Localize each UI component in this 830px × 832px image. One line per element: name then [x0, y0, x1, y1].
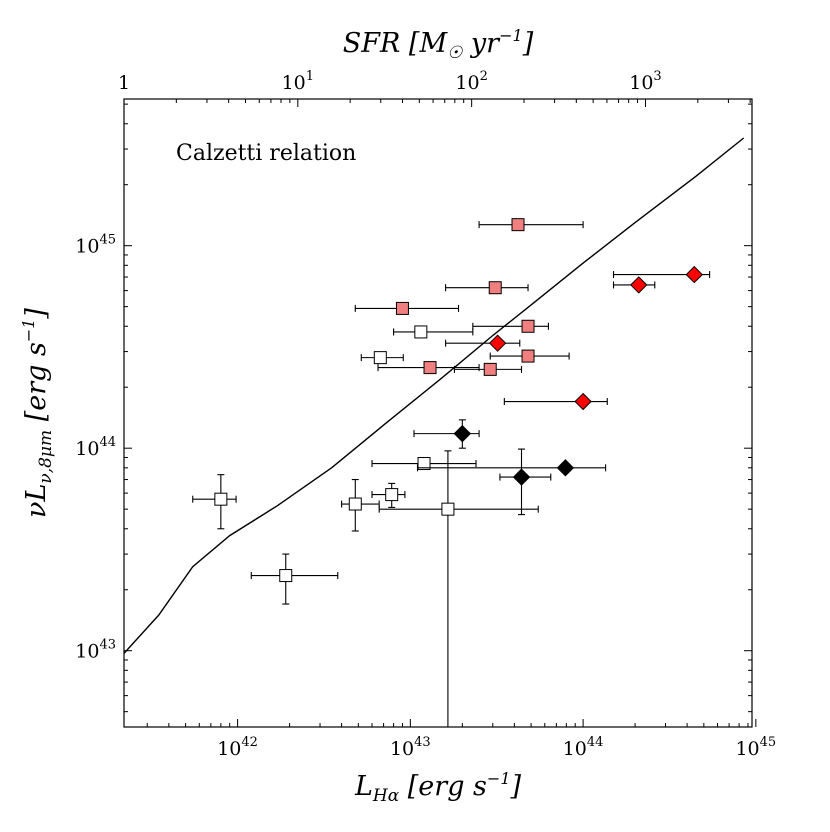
- top-tick-label: 1: [118, 72, 130, 94]
- top-tick-label: 101: [282, 69, 314, 94]
- square-marker: [279, 569, 293, 583]
- square-point: [478, 218, 584, 232]
- top-tick-label: 102: [455, 69, 487, 94]
- y-tick-label: 1045: [75, 233, 116, 258]
- x-axis-title: LHα [erg s−1]: [354, 769, 522, 806]
- y-tick-label: 1044: [75, 435, 116, 460]
- square-marker: [348, 497, 362, 511]
- square-marker: [521, 349, 535, 363]
- diamond-point: [499, 448, 552, 516]
- square-marker: [441, 502, 455, 516]
- square-point: [371, 457, 477, 471]
- square-marker: [511, 218, 525, 232]
- square-marker: [385, 488, 399, 502]
- diamond-marker: [453, 424, 472, 443]
- diamond-point: [612, 265, 711, 284]
- diamond-marker: [574, 392, 592, 411]
- square-marker: [414, 325, 428, 339]
- square-point: [393, 325, 474, 339]
- square-point: [445, 281, 529, 295]
- diamond-marker: [512, 468, 531, 486]
- diamond-point: [503, 392, 608, 411]
- top-tick-label: 103: [629, 69, 661, 94]
- diamond-marker: [488, 334, 507, 352]
- y-tick-label: 1043: [75, 638, 116, 663]
- square-point: [192, 474, 237, 530]
- square-point: [360, 351, 404, 365]
- square-point: [250, 553, 339, 605]
- diamond-point: [612, 276, 656, 294]
- top-axis-title: SFR [M☉ yr−1]: [343, 26, 534, 63]
- square-point: [377, 361, 480, 375]
- square-point: [453, 362, 523, 376]
- square-marker: [417, 457, 431, 471]
- calzetti-relation-line: [123, 137, 745, 654]
- square-point: [371, 482, 406, 508]
- diamond-marker: [556, 459, 575, 477]
- diamond-marker: [630, 276, 648, 294]
- square-marker: [214, 492, 228, 506]
- square-point: [341, 479, 380, 532]
- diamond-marker: [685, 265, 703, 284]
- square-marker: [373, 351, 387, 365]
- square-point: [472, 319, 549, 333]
- x-tick-label: 1045: [735, 735, 776, 760]
- x-tick-label: 1043: [390, 735, 431, 760]
- plot-frame: [123, 98, 753, 728]
- y-axis-title: νLν,8μm [erg s−1]: [19, 308, 56, 518]
- diamond-point: [416, 459, 607, 477]
- square-point: [378, 450, 539, 727]
- calzetti-annotation: Calzetti relation: [176, 141, 356, 166]
- square-point: [354, 301, 460, 315]
- square-marker: [521, 319, 535, 333]
- x-tick-label: 1044: [563, 735, 604, 760]
- square-marker: [423, 361, 437, 375]
- square-marker: [488, 281, 502, 295]
- square-point: [489, 349, 570, 363]
- square-marker: [395, 301, 409, 315]
- x-tick-label: 1042: [217, 735, 258, 760]
- diamond-point: [445, 334, 521, 352]
- diamond-point: [413, 419, 480, 449]
- square-marker: [483, 362, 497, 376]
